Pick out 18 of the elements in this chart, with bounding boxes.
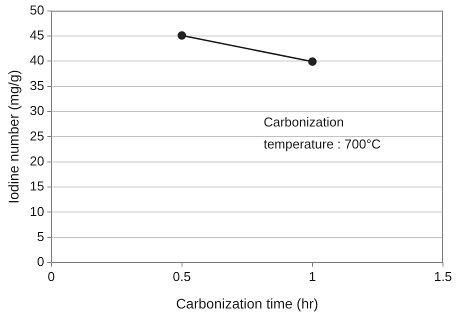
x-tick-label: 1 bbox=[308, 268, 316, 284]
y-tick-label: 45 bbox=[30, 28, 44, 43]
y-tick-label: 10 bbox=[30, 204, 44, 219]
x-axis-title: Carbonization time (hr) bbox=[176, 295, 318, 312]
y-tick-label: 40 bbox=[30, 52, 44, 68]
annotation: Carbonization temperature : 700°C bbox=[264, 114, 381, 152]
y-tick-label: 50 bbox=[30, 2, 44, 18]
x-tick-label: 1.5 bbox=[434, 268, 452, 284]
y-tick-label: 20 bbox=[30, 153, 44, 168]
x-tick-label: 0 bbox=[48, 268, 55, 284]
x-tick-label: 0.5 bbox=[172, 268, 191, 284]
y-tick-label: 0 bbox=[37, 254, 44, 270]
y-tick-label: 25 bbox=[30, 128, 44, 144]
y-tick-label: 15 bbox=[30, 178, 44, 194]
y-tick-label: 5 bbox=[37, 229, 44, 244]
y-tick-label: 30 bbox=[30, 103, 44, 118]
y-tick-label: 35 bbox=[30, 78, 44, 93]
y-axis-title: Iodine number (mg/g) bbox=[5, 70, 22, 204]
